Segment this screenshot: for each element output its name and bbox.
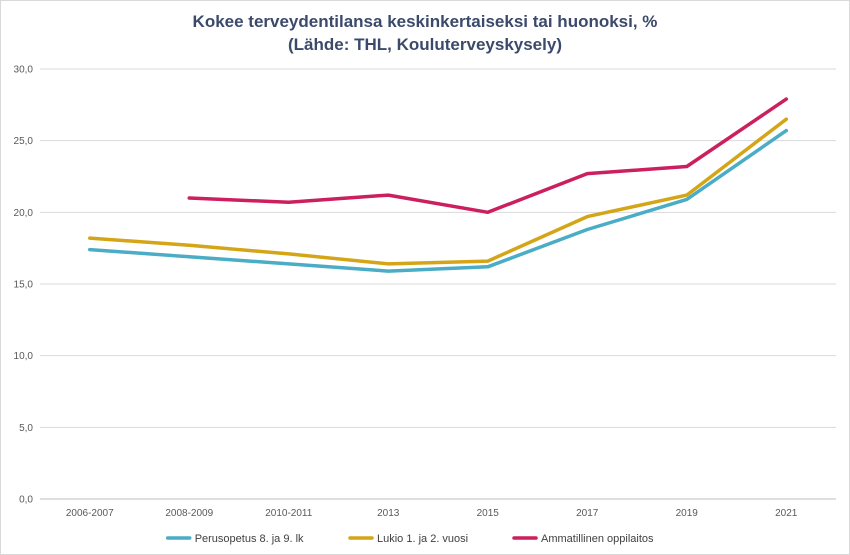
x-axis-ticks: 2006-2007 2008-2009 2010-2011 2013 2015 2017 2… xyxy=(66,508,798,519)
chart-title-block: Kokee terveydentilansa keskinkertaiseksi… xyxy=(0,10,850,56)
x-tick-label: 2021 xyxy=(775,508,798,519)
series-line-1 xyxy=(88,128,789,273)
x-tick-label: 2017 xyxy=(576,508,599,519)
data-point xyxy=(585,215,589,219)
data-point xyxy=(585,228,589,232)
y-tick-label: 30,0 xyxy=(14,65,34,76)
y-tick-label: 20,0 xyxy=(14,208,34,219)
data-point xyxy=(685,164,689,168)
data-point xyxy=(486,259,490,263)
y-tick-label: 15,0 xyxy=(14,280,34,291)
x-tick-label: 2010-2011 xyxy=(265,508,313,519)
y-tick-label: 5,0 xyxy=(19,423,33,434)
legend-label: Ammatillinen oppilaitos xyxy=(541,533,654,545)
data-point xyxy=(784,97,788,101)
data-point xyxy=(486,210,490,214)
data-point xyxy=(88,236,92,240)
series-line-2 xyxy=(88,117,789,266)
data-point xyxy=(386,193,390,197)
data-point xyxy=(287,262,291,266)
y-tick-label: 10,0 xyxy=(14,351,34,362)
x-tick-label: 2015 xyxy=(477,508,500,519)
series-lines xyxy=(88,97,789,273)
y-tick-label: 25,0 xyxy=(14,136,34,147)
legend-label: Lukio 1. ja 2. vuosi xyxy=(377,533,468,545)
data-point xyxy=(784,129,788,133)
y-tick-label: 0,0 xyxy=(19,495,33,506)
data-point xyxy=(386,269,390,273)
data-point xyxy=(187,255,191,259)
legend-label: Perusopetus 8. ja 9. lk xyxy=(195,533,304,545)
x-tick-label: 2008-2009 xyxy=(165,508,213,519)
data-point xyxy=(486,265,490,269)
x-tick-label: 2019 xyxy=(676,508,699,519)
series-line-3 xyxy=(187,97,789,215)
data-point xyxy=(187,243,191,247)
data-point xyxy=(386,262,390,266)
data-point xyxy=(187,196,191,200)
gridlines xyxy=(40,68,836,500)
data-point xyxy=(88,248,92,252)
x-tick-label: 2006-2007 xyxy=(66,508,114,519)
legend: Perusopetus 8. ja 9. lk Lukio 1. ja 2. vu… xyxy=(165,533,654,545)
data-point xyxy=(585,172,589,176)
y-axis-ticks: 0,0 5,0 10,0 15,0 20,0 25,0 30,0 xyxy=(14,65,34,506)
x-tick-label: 2013 xyxy=(377,508,400,519)
data-point xyxy=(685,193,689,197)
data-point xyxy=(784,117,788,121)
data-point xyxy=(287,200,291,204)
chart-title: Kokee terveydentilansa keskinkertaiseksi… xyxy=(192,12,658,31)
data-point xyxy=(287,252,291,256)
data-point xyxy=(685,197,689,201)
chart-subtitle: (Lähde: THL, Kouluterveyskysely) xyxy=(288,35,562,54)
